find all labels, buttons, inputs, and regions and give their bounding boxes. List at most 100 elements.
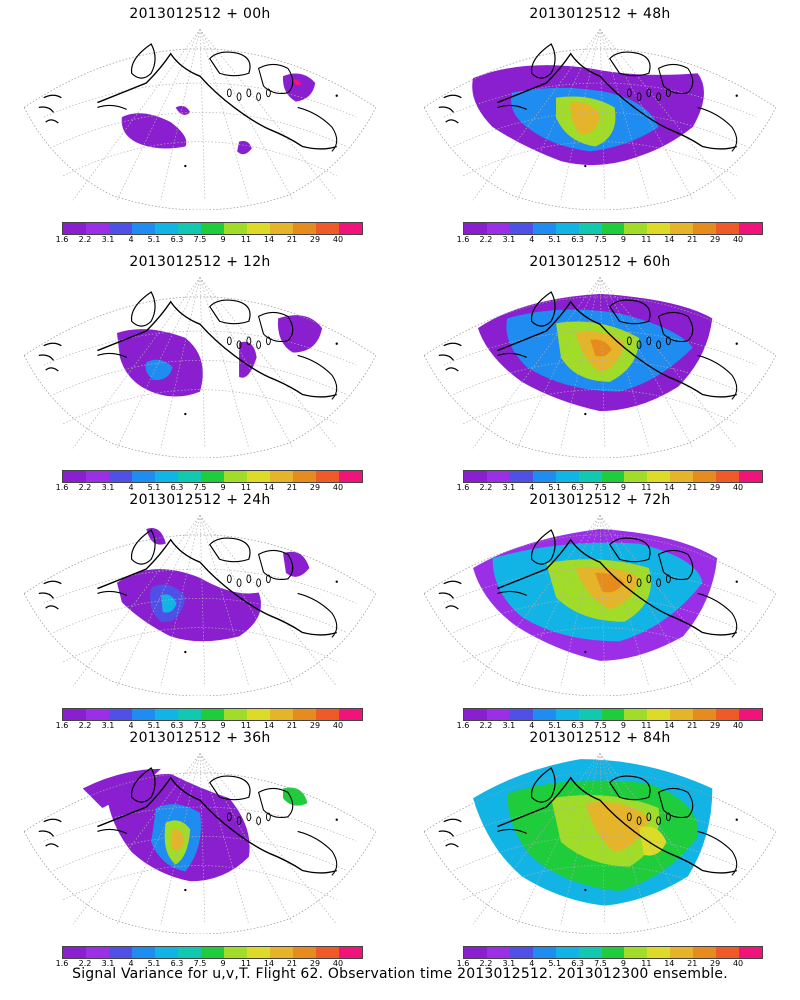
colorbar-swatch [532, 471, 556, 482]
colorbar-tick-label: 9 [620, 959, 626, 968]
colorbar [62, 946, 363, 959]
colorbar-swatch [339, 471, 362, 482]
colorbar-tick-label: 2.2 [479, 959, 493, 968]
colorbar-tick-label: 6.3 [170, 483, 184, 492]
polar-map [23, 753, 377, 934]
colorbar-tick-label: 7.5 [193, 483, 207, 492]
colorbar-swatch [132, 223, 155, 234]
colorbar-swatch [693, 709, 717, 720]
polar-map [423, 277, 777, 458]
panel-title: 2013012512 + 84h [529, 730, 671, 746]
colorbar-tick-label: 2.2 [78, 721, 92, 730]
colorbar-tick-label: 29 [710, 721, 721, 730]
colorbar-tick-label: 21 [687, 959, 698, 968]
forecast-panel: 2013012512 + 72h 1.6 2.2 3.1 4 5.1 6.3 7.5 9 11 14… [400, 486, 800, 730]
colorbar-swatch [693, 947, 717, 958]
colorbar-tick-label: 29 [309, 483, 321, 492]
colorbar-tick-label: 11 [641, 959, 652, 968]
forecast-panel: 2013012512 + 24h 1.6 2.2 3.1 4 5.1 6.3 7.5 9 11 14… [0, 486, 400, 730]
colorbar-tick-label: 3.1 [101, 959, 115, 968]
colorbar-swatch [86, 471, 109, 482]
colorbar-tick-label: 40 [332, 959, 344, 968]
colorbar-tick-label: 5.1 [147, 959, 161, 968]
colorbar-tick-label: 9 [220, 959, 226, 968]
colorbar [463, 470, 763, 483]
colorbar-swatch [339, 947, 362, 958]
colorbar-swatch [293, 223, 316, 234]
colorbar-swatch [247, 947, 270, 958]
colorbar-tick-label: 40 [732, 483, 744, 492]
colorbar-tick-label: 5.1 [147, 483, 161, 492]
colorbar-tick-label: 9 [220, 721, 226, 730]
colorbar-swatch [178, 709, 201, 720]
colorbar-tick-label: 21 [687, 235, 698, 244]
variance-contour [282, 73, 316, 102]
variance-contour [237, 140, 252, 155]
colorbar-swatch [532, 709, 556, 720]
polar-map [423, 515, 777, 696]
colorbar-swatch [132, 471, 155, 482]
colorbar-tick-label: 2.2 [78, 959, 92, 968]
colorbar-swatch [555, 471, 579, 482]
panel-title: 2013012512 + 36h [129, 730, 271, 746]
colorbar-swatch [555, 223, 579, 234]
colorbar-tick-label: 1.6 [55, 235, 69, 244]
colorbar-swatch [86, 709, 109, 720]
colorbar-swatch [270, 947, 293, 958]
colorbar-swatch [670, 709, 694, 720]
colorbar-swatch [716, 947, 740, 958]
colorbar-swatch [464, 471, 487, 482]
colorbar-tick-label: 7.5 [193, 721, 207, 730]
colorbar-swatch [270, 223, 293, 234]
colorbar-swatch [624, 223, 648, 234]
colorbar-tick-label: 2.2 [479, 235, 493, 244]
polar-map [23, 515, 377, 696]
variance-contour [239, 341, 257, 378]
colorbar-swatch [224, 709, 247, 720]
colorbar [463, 222, 763, 235]
panel-title: 2013012512 + 60h [529, 254, 671, 270]
colorbar-swatch [624, 709, 648, 720]
colorbar-swatch [693, 471, 717, 482]
colorbar-tick-label: 21 [286, 721, 298, 730]
colorbar-tick-label: 3.1 [502, 235, 516, 244]
colorbar-swatch [647, 709, 671, 720]
colorbar-tick-label: 4 [128, 959, 134, 968]
colorbar-tick-label: 9 [220, 235, 226, 244]
colorbar-swatch [670, 947, 694, 958]
colorbar-tick-label: 11 [240, 959, 252, 968]
colorbar [463, 946, 763, 959]
colorbar-swatch [555, 947, 579, 958]
forecast-panel: 2013012512 + 12h 1.6 2.2 3.1 4 5.1 6.3 7.5 9 11 14… [0, 248, 400, 492]
colorbar-swatch [647, 471, 671, 482]
colorbar-tick-label: 3.1 [502, 721, 516, 730]
colorbar-tick-label: 11 [240, 721, 252, 730]
colorbar-tick-label: 3.1 [502, 483, 516, 492]
colorbar-tick-label: 29 [309, 959, 321, 968]
colorbar-tick-label: 7.5 [193, 959, 207, 968]
colorbar-tick-label: 3.1 [502, 959, 516, 968]
colorbar-tick-label: 14 [664, 235, 675, 244]
colorbar-swatch [224, 223, 247, 234]
variance-contour [292, 79, 302, 86]
colorbar-tick-label: 6.3 [571, 959, 584, 968]
colorbar-tick-label: 21 [286, 235, 298, 244]
colorbar-tick-label: 40 [332, 235, 344, 244]
colorbar-tick-label: 2.2 [78, 483, 92, 492]
colorbar-swatch [201, 947, 224, 958]
colorbar-tick-label: 14 [263, 959, 275, 968]
colorbar-swatch [509, 709, 533, 720]
variance-contour [590, 339, 612, 357]
colorbar-tick-label: 9 [620, 235, 626, 244]
colorbar [463, 708, 763, 721]
colorbar-tick-label: 6.3 [571, 235, 584, 244]
colorbar-tick-label: 21 [687, 721, 698, 730]
colorbar-swatch [86, 947, 109, 958]
colorbar-tick-label: 5.1 [548, 959, 562, 968]
colorbar-tick-label: 1.6 [55, 959, 69, 968]
colorbar-swatch [316, 709, 339, 720]
colorbar-tick-label: 1.6 [55, 721, 69, 730]
colorbar-swatch [578, 223, 602, 234]
colorbar-swatch [293, 471, 316, 482]
colorbar-swatch [132, 709, 155, 720]
